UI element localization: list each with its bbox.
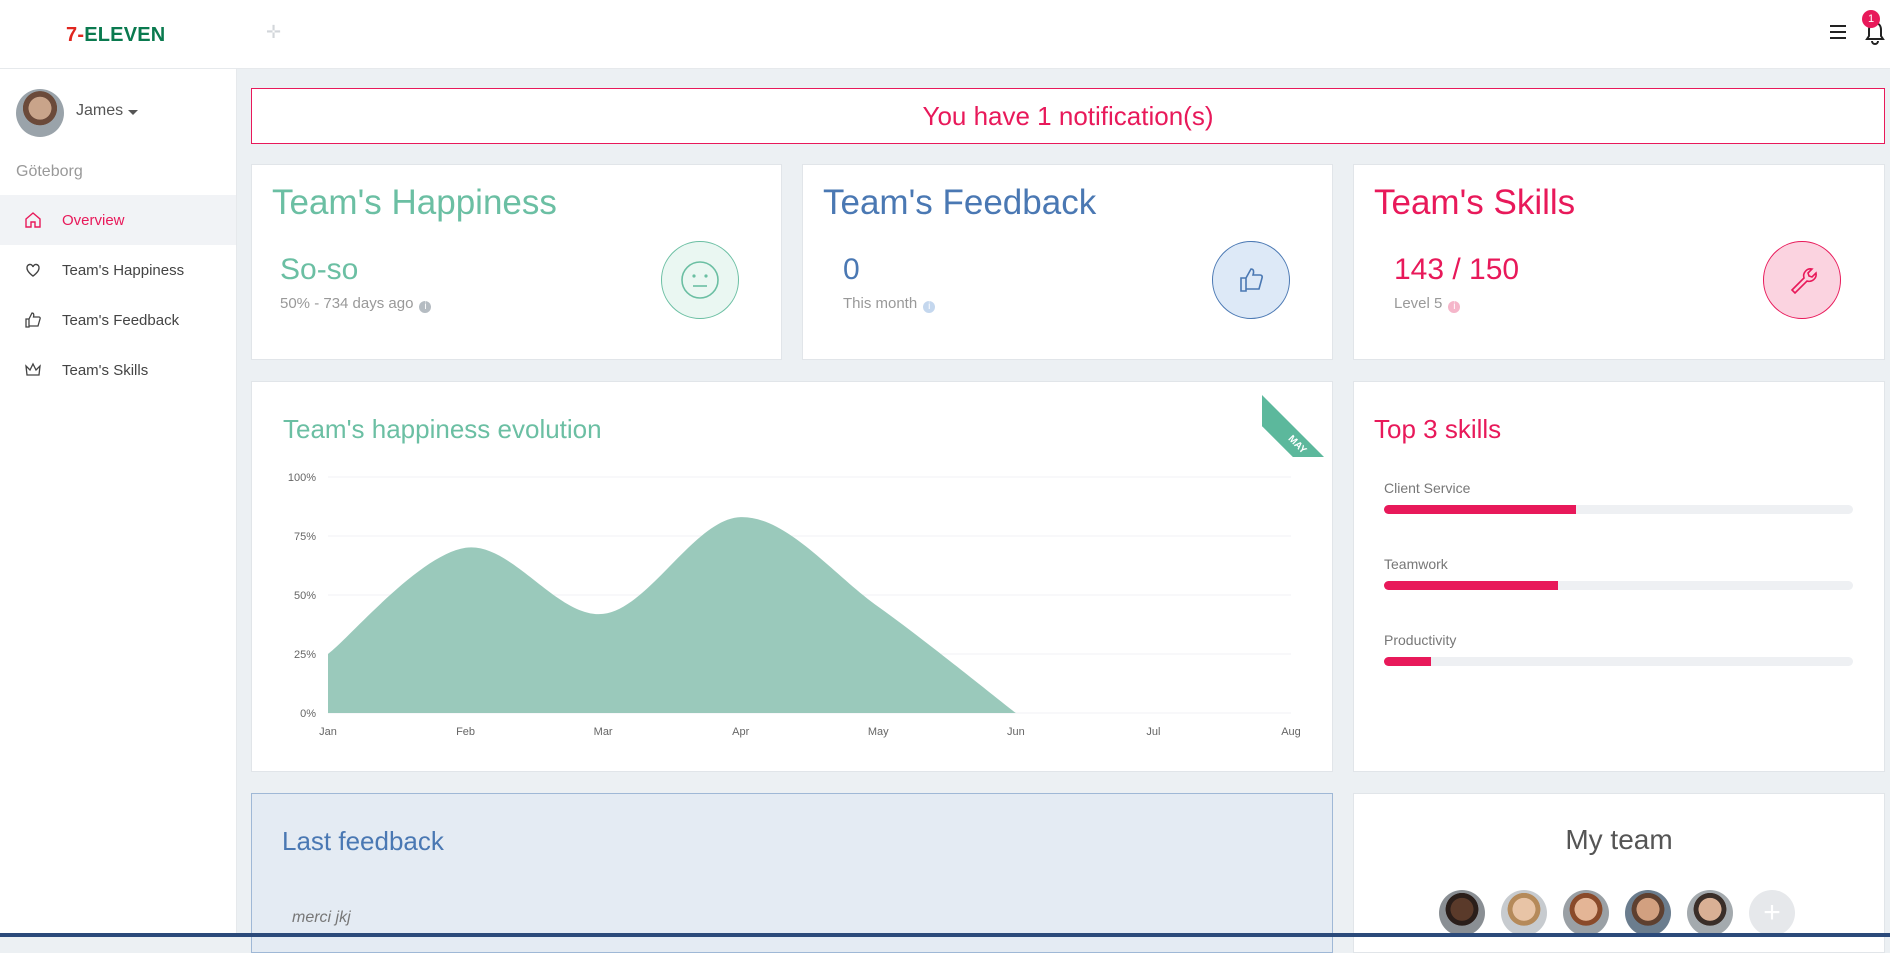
- skill-progress-fill: [1384, 581, 1558, 590]
- x-tick-label: Feb: [456, 726, 475, 738]
- y-tick-label: 75%: [294, 531, 316, 543]
- happiness-evolution-card: Team's happiness evolution 0% 25% 50% 75% 10…: [251, 381, 1333, 772]
- info-icon[interactable]: i: [923, 301, 935, 313]
- neutral-face-icon: [661, 241, 739, 319]
- info-icon[interactable]: i: [1448, 301, 1460, 313]
- y-tick-label: 0%: [300, 708, 316, 720]
- skills-sub-text: Level 5: [1394, 295, 1442, 312]
- location-label: Göteborg: [16, 163, 83, 181]
- card-title: Team's Feedback: [823, 183, 1096, 223]
- notification-badge[interactable]: 1: [1862, 10, 1880, 28]
- feedback-sub: This month i: [843, 295, 935, 313]
- sidebar-item-happiness[interactable]: Team's Happiness: [0, 245, 236, 295]
- taskbar-strip: [0, 933, 1890, 937]
- x-tick-label: Jun: [1007, 726, 1025, 738]
- skill-progress-fill: [1384, 505, 1576, 514]
- skill-label: Teamwork: [1384, 556, 1448, 572]
- avatar[interactable]: [1563, 890, 1609, 936]
- user-avatar[interactable]: [16, 89, 64, 137]
- my-team-title: My team: [1354, 824, 1884, 856]
- sidebar: James Göteborg Overview Team's Happiness…: [0, 69, 237, 937]
- sidebar-item-feedback[interactable]: Team's Feedback: [0, 295, 236, 345]
- skill-label: Client Service: [1384, 480, 1470, 496]
- sidebar-item-label: Overview: [62, 212, 125, 229]
- x-tick-label: Apr: [732, 726, 749, 738]
- skill-label: Productivity: [1384, 632, 1456, 648]
- sidebar-nav: Overview Team's Happiness Team's Feedbac…: [0, 195, 236, 395]
- feedback-sub-text: This month: [843, 295, 917, 312]
- card-title: Team's Happiness: [272, 183, 557, 223]
- y-tick-label: 25%: [294, 649, 316, 661]
- happiness-sub-text: 50% - 734 days ago: [280, 295, 413, 312]
- avatar[interactable]: [1501, 890, 1547, 936]
- skills-sub: Level 5 i: [1394, 295, 1460, 313]
- sidebar-item-label: Team's Feedback: [62, 312, 179, 329]
- avatar[interactable]: [1687, 890, 1733, 936]
- wrench-icon: [1763, 241, 1841, 319]
- happiness-sub: 50% - 734 days ago i: [280, 295, 431, 313]
- crown-icon: [24, 361, 42, 379]
- skill-progress-bar: [1384, 581, 1853, 590]
- avatar[interactable]: [1625, 890, 1671, 936]
- last-feedback-card: Last feedback merci jkj: [251, 793, 1333, 953]
- sidebar-item-label: Team's Happiness: [62, 262, 184, 279]
- y-tick-label: 100%: [288, 472, 316, 484]
- sidebar-item-overview[interactable]: Overview: [0, 195, 236, 245]
- skill-progress-bar: [1384, 657, 1853, 666]
- thumbs-up-icon: [24, 311, 42, 329]
- home-icon: [24, 211, 42, 229]
- brand-logo[interactable]: 7-ELEVEN: [66, 24, 165, 47]
- skill-progress-bar: [1384, 505, 1853, 514]
- notification-banner[interactable]: You have 1 notification(s): [251, 88, 1885, 144]
- happiness-card[interactable]: Team's Happiness So-so 50% - 734 days ag…: [251, 164, 782, 360]
- feedback-text: merci jkj: [292, 909, 351, 927]
- x-tick-label: Aug: [1281, 726, 1301, 738]
- top-skills-card: Top 3 skills Client Service Teamwork Produ…: [1353, 381, 1885, 772]
- info-icon[interactable]: i: [419, 301, 431, 313]
- top-skills-title: Top 3 skills: [1374, 414, 1501, 445]
- skills-card[interactable]: Team's Skills 143 / 150 Level 5 i: [1353, 164, 1885, 360]
- sidebar-item-skills[interactable]: Team's Skills: [0, 345, 236, 395]
- avatar[interactable]: [1439, 890, 1485, 936]
- month-ribbon: MAY: [1262, 377, 1342, 457]
- thumbs-up-icon: [1212, 241, 1290, 319]
- x-tick-label: May: [868, 726, 889, 738]
- move-icon[interactable]: ✛: [266, 22, 281, 43]
- y-tick-label: 50%: [294, 590, 316, 602]
- feedback-value: 0: [843, 253, 860, 287]
- happiness-area-chart: 0% 25% 50% 75% 100% Jan Feb Mar Apr May Jun Jul Aug: [252, 382, 1332, 771]
- sidebar-item-label: Team's Skills: [62, 362, 148, 379]
- happiness-value: So-so: [280, 253, 358, 287]
- user-name[interactable]: James: [76, 102, 123, 120]
- happiness-area-series: [328, 517, 1016, 713]
- heart-icon: [24, 261, 42, 279]
- chevron-down-icon[interactable]: [128, 110, 138, 115]
- plus-icon[interactable]: +: [1749, 890, 1795, 936]
- skills-value: 143 / 150: [1394, 253, 1519, 287]
- skill-progress-fill: [1384, 657, 1431, 666]
- last-feedback-title: Last feedback: [282, 826, 444, 857]
- hamburger-icon[interactable]: [1830, 25, 1846, 39]
- card-title: Team's Skills: [1374, 183, 1575, 223]
- top-bar: 7-ELEVEN ✛ 1: [0, 0, 1890, 69]
- ribbon-label: MAY: [1262, 395, 1342, 457]
- x-tick-label: Mar: [594, 726, 613, 738]
- x-tick-label: Jul: [1146, 726, 1160, 738]
- x-tick-label: Jan: [319, 726, 337, 738]
- feedback-card[interactable]: Team's Feedback 0 This month i: [802, 164, 1333, 360]
- my-team-card: My team +: [1353, 793, 1885, 953]
